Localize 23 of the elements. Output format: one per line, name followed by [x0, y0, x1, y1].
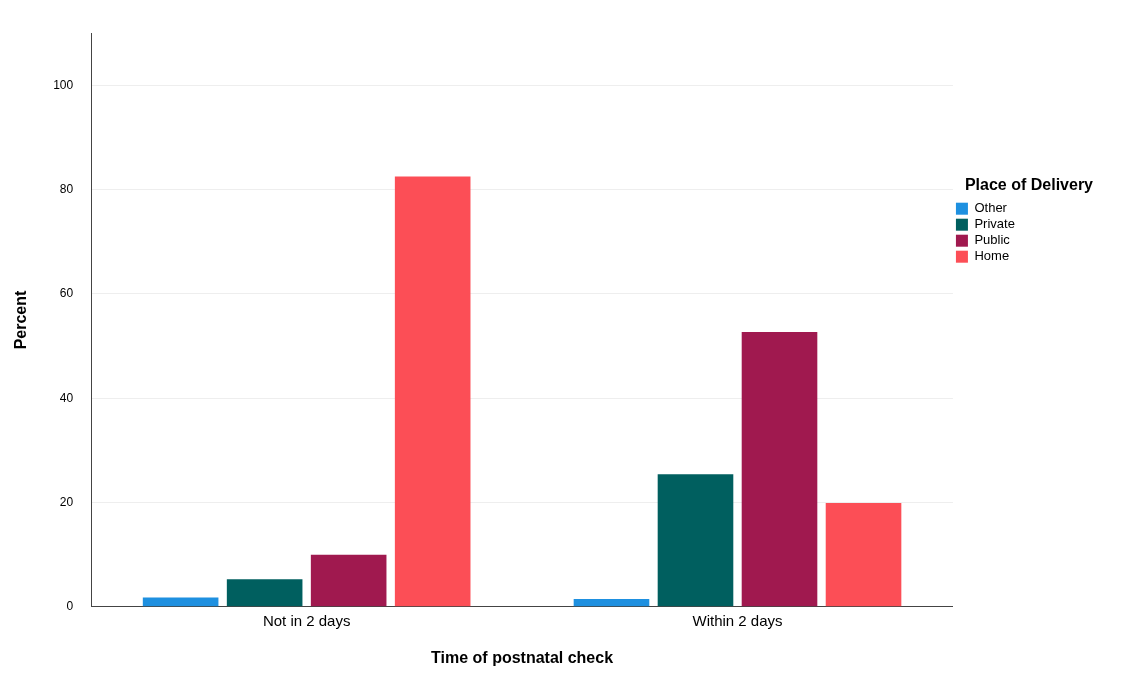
bar: [394, 176, 471, 607]
bar: [741, 331, 818, 607]
bar: [226, 579, 303, 607]
y-tick-label: 0: [66, 599, 74, 614]
y-tick-label: 20: [59, 494, 74, 509]
x-axis-title: Time of postnatal check: [431, 648, 614, 666]
bar: [825, 503, 902, 607]
y-axis-title: Percent: [12, 289, 30, 350]
bar: [142, 597, 219, 607]
y-tick-label: 80: [59, 181, 74, 196]
legend-label: Public: [974, 232, 1011, 248]
y-tick-label: 40: [59, 390, 74, 405]
y-tick-label: 60: [59, 286, 74, 301]
bar: [310, 554, 387, 607]
legend-title: Place of Delivery: [964, 176, 1094, 194]
y-tick-label: 100: [53, 77, 74, 92]
bar: [657, 474, 734, 607]
x-tick-label: Within 2 days: [692, 611, 783, 629]
legend-label: Other: [974, 200, 1008, 216]
x-tick-label: Not in 2 days: [262, 611, 351, 629]
bar: [573, 598, 650, 607]
legend-label: Private: [974, 216, 1015, 232]
legend-label: Home: [974, 248, 1010, 264]
